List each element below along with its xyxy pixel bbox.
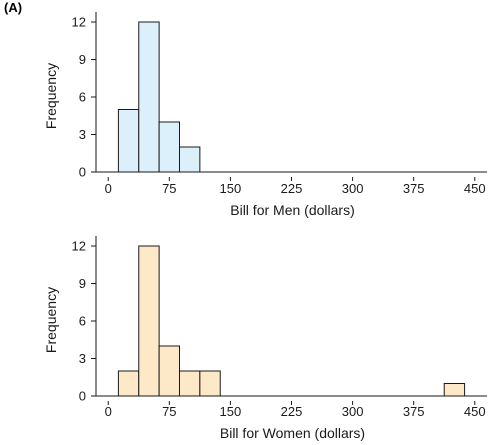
x-axis-title: Bill for Women (dollars) <box>220 425 365 441</box>
panel-label: (A) <box>4 0 22 15</box>
x-tick-label: 225 <box>281 181 303 196</box>
x-tick-label: 450 <box>464 404 486 419</box>
x-tick-label: 75 <box>162 181 176 196</box>
histogram-bar <box>138 21 160 173</box>
x-tick-label: 450 <box>464 181 486 196</box>
histogram-bar <box>138 245 160 397</box>
y-tick-label: 9 <box>79 276 86 291</box>
histogram-bar <box>178 146 201 173</box>
histogram-bar <box>117 109 140 173</box>
x-axis-title: Bill for Men (dollars) <box>230 202 354 218</box>
y-tick-label: 3 <box>79 127 86 142</box>
y-tick-label: 0 <box>79 165 86 180</box>
y-tick-label: 12 <box>72 239 86 254</box>
y-tick-label: 12 <box>72 15 86 30</box>
x-tick-label: 75 <box>162 404 176 419</box>
histogram-bar <box>178 370 201 397</box>
x-tick-label: 300 <box>342 404 364 419</box>
x-tick-label: 225 <box>281 404 303 419</box>
y-tick-label: 9 <box>79 52 86 67</box>
y-axis-title: Frequency <box>43 287 59 353</box>
y-axis-title: Frequency <box>43 63 59 129</box>
x-tick-label: 0 <box>105 181 112 196</box>
histogram-bar <box>117 370 140 397</box>
histogram-bar <box>158 121 180 173</box>
y-tick-label: 3 <box>79 351 86 366</box>
histogram-bar <box>158 345 180 397</box>
x-tick-label: 375 <box>403 181 425 196</box>
x-tick-label: 300 <box>342 181 364 196</box>
x-tick-label: 375 <box>403 404 425 419</box>
x-tick-label: 150 <box>220 404 242 419</box>
x-tick-label: 150 <box>220 181 242 196</box>
x-tick-label: 0 <box>105 404 112 419</box>
men-bill-histogram: 0 3 6 9 12 0 75 150 225 300 375 450 Bill for Men (do… <box>43 12 487 218</box>
women-bill-histogram: 0 3 6 9 12 0 75 150 225 300 375 450 Bill for Women (… <box>43 236 487 441</box>
histogram-bar <box>443 383 466 397</box>
histogram-bar <box>199 370 221 397</box>
y-tick-label: 6 <box>79 90 86 105</box>
y-tick-label: 0 <box>79 389 86 404</box>
y-tick-label: 6 <box>79 314 86 329</box>
